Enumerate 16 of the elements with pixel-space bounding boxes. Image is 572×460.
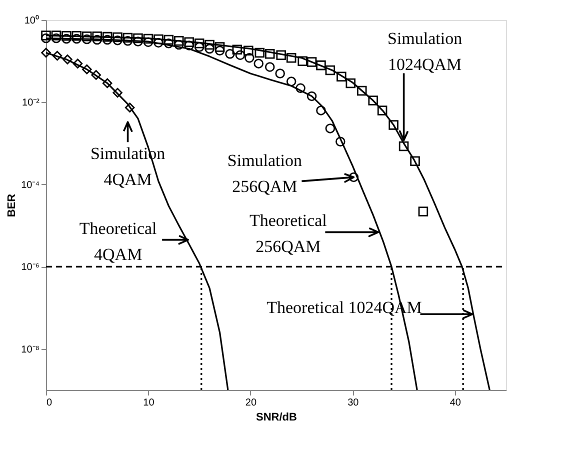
x-axis-title: SNR/dB [256, 412, 298, 424]
x-tick-label: 0 [46, 398, 52, 408]
y-tick-label: 10⁻² [22, 98, 40, 109]
annotation: Theoretical 256QAM [249, 211, 328, 256]
annotation: Simulation 256QAM [227, 151, 303, 196]
y-tick-label: 10⁻⁴ [21, 180, 40, 191]
x-tick-label: 30 [348, 398, 360, 408]
x-tick-label: 20 [245, 398, 257, 408]
x-tick-label: 40 [450, 398, 462, 408]
annotation: Theoretical 4QAM [79, 218, 158, 264]
x-tick-label: 10 [143, 398, 155, 408]
y-tick-label: 10⁰ [24, 14, 40, 26]
y-tick-label: 10⁻⁸ [21, 344, 40, 356]
annotation: Simulation 1024QAM [387, 29, 463, 74]
y-axis-title: BER [6, 194, 18, 218]
y-tick-label: 10⁻⁶ [21, 262, 40, 274]
